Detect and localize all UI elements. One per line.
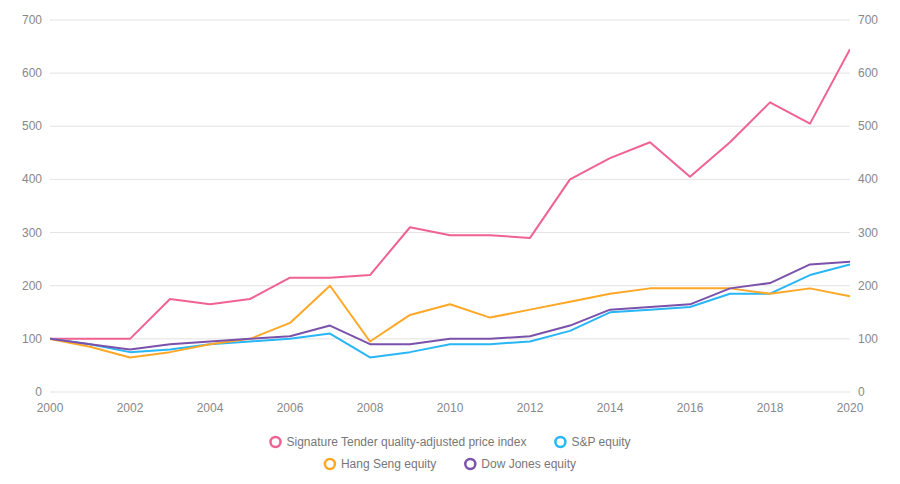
x-tick-label: 2020 — [837, 401, 864, 415]
legend-label: S&P equity — [571, 435, 630, 449]
y2-axis: 0 100 200 300 400 500 600 700 — [858, 13, 878, 399]
grid-line — [50, 179, 850, 180]
legend-marker — [325, 459, 335, 469]
y-tick-label: 100 — [22, 332, 42, 346]
line — [50, 49, 850, 339]
grid-line — [50, 392, 850, 393]
legend: Signature Tender quality-adjusted price … — [271, 435, 631, 471]
x-tick-label: 2006 — [277, 401, 304, 415]
x-tick-label: 2008 — [357, 401, 384, 415]
legend-label: Dow Jones equity — [481, 457, 576, 471]
grid-line — [50, 73, 850, 74]
y-tick-label: 700 — [22, 13, 42, 27]
y2-tick-label: 600 — [858, 66, 878, 80]
legend-item: Signature Tender quality-adjusted price … — [271, 435, 527, 449]
x-tick-label: 2014 — [597, 401, 624, 415]
y-tick-label: 500 — [22, 119, 42, 133]
y-tick-label: 600 — [22, 66, 42, 80]
y-tick-label: 400 — [22, 172, 42, 186]
grid — [50, 20, 850, 392]
grid-line — [50, 20, 850, 21]
x-tick-label: 2018 — [757, 401, 784, 415]
legend-label: Signature Tender quality-adjusted price … — [287, 435, 527, 449]
x-tick-label: 2000 — [37, 401, 64, 415]
legend-label: Hang Seng equity — [341, 457, 436, 471]
y2-tick-label: 700 — [858, 13, 878, 27]
legend-marker — [465, 459, 475, 469]
plot-area — [50, 49, 850, 357]
y2-tick-label: 100 — [858, 332, 878, 346]
x-tick-label: 2012 — [517, 401, 544, 415]
legend-item: Hang Seng equity — [325, 457, 436, 471]
y-tick-label: 200 — [22, 279, 42, 293]
x-tick-label: 2016 — [677, 401, 704, 415]
legend-marker — [271, 437, 281, 447]
x-tick-label: 2010 — [437, 401, 464, 415]
legend-item: S&P equity — [555, 435, 630, 449]
chart: 0 100 200 300 400 500 600 700 0 100 200 300 400 500 60… — [0, 0, 900, 484]
y2-tick-label: 200 — [858, 279, 878, 293]
grid-line — [50, 285, 850, 286]
grid-line — [50, 126, 850, 127]
y-axis: 0 100 200 300 400 500 600 700 — [22, 13, 42, 399]
y2-tick-label: 300 — [858, 226, 878, 240]
y2-tick-label: 0 — [858, 385, 865, 399]
x-tick-label: 2002 — [117, 401, 144, 415]
x-tick-label: 2004 — [197, 401, 224, 415]
grid-line — [50, 232, 850, 233]
y-tick-label: 300 — [22, 226, 42, 240]
y2-tick-label: 400 — [858, 172, 878, 186]
x-axis: 2000 2002 2004 2006 2008 2010 2012 2014 2016 2018… — [37, 401, 864, 415]
legend-marker — [555, 437, 565, 447]
y2-tick-label: 500 — [858, 119, 878, 133]
legend-item: Dow Jones equity — [465, 457, 576, 471]
line — [50, 286, 850, 358]
y-tick-label: 0 — [35, 385, 42, 399]
line — [50, 262, 850, 350]
